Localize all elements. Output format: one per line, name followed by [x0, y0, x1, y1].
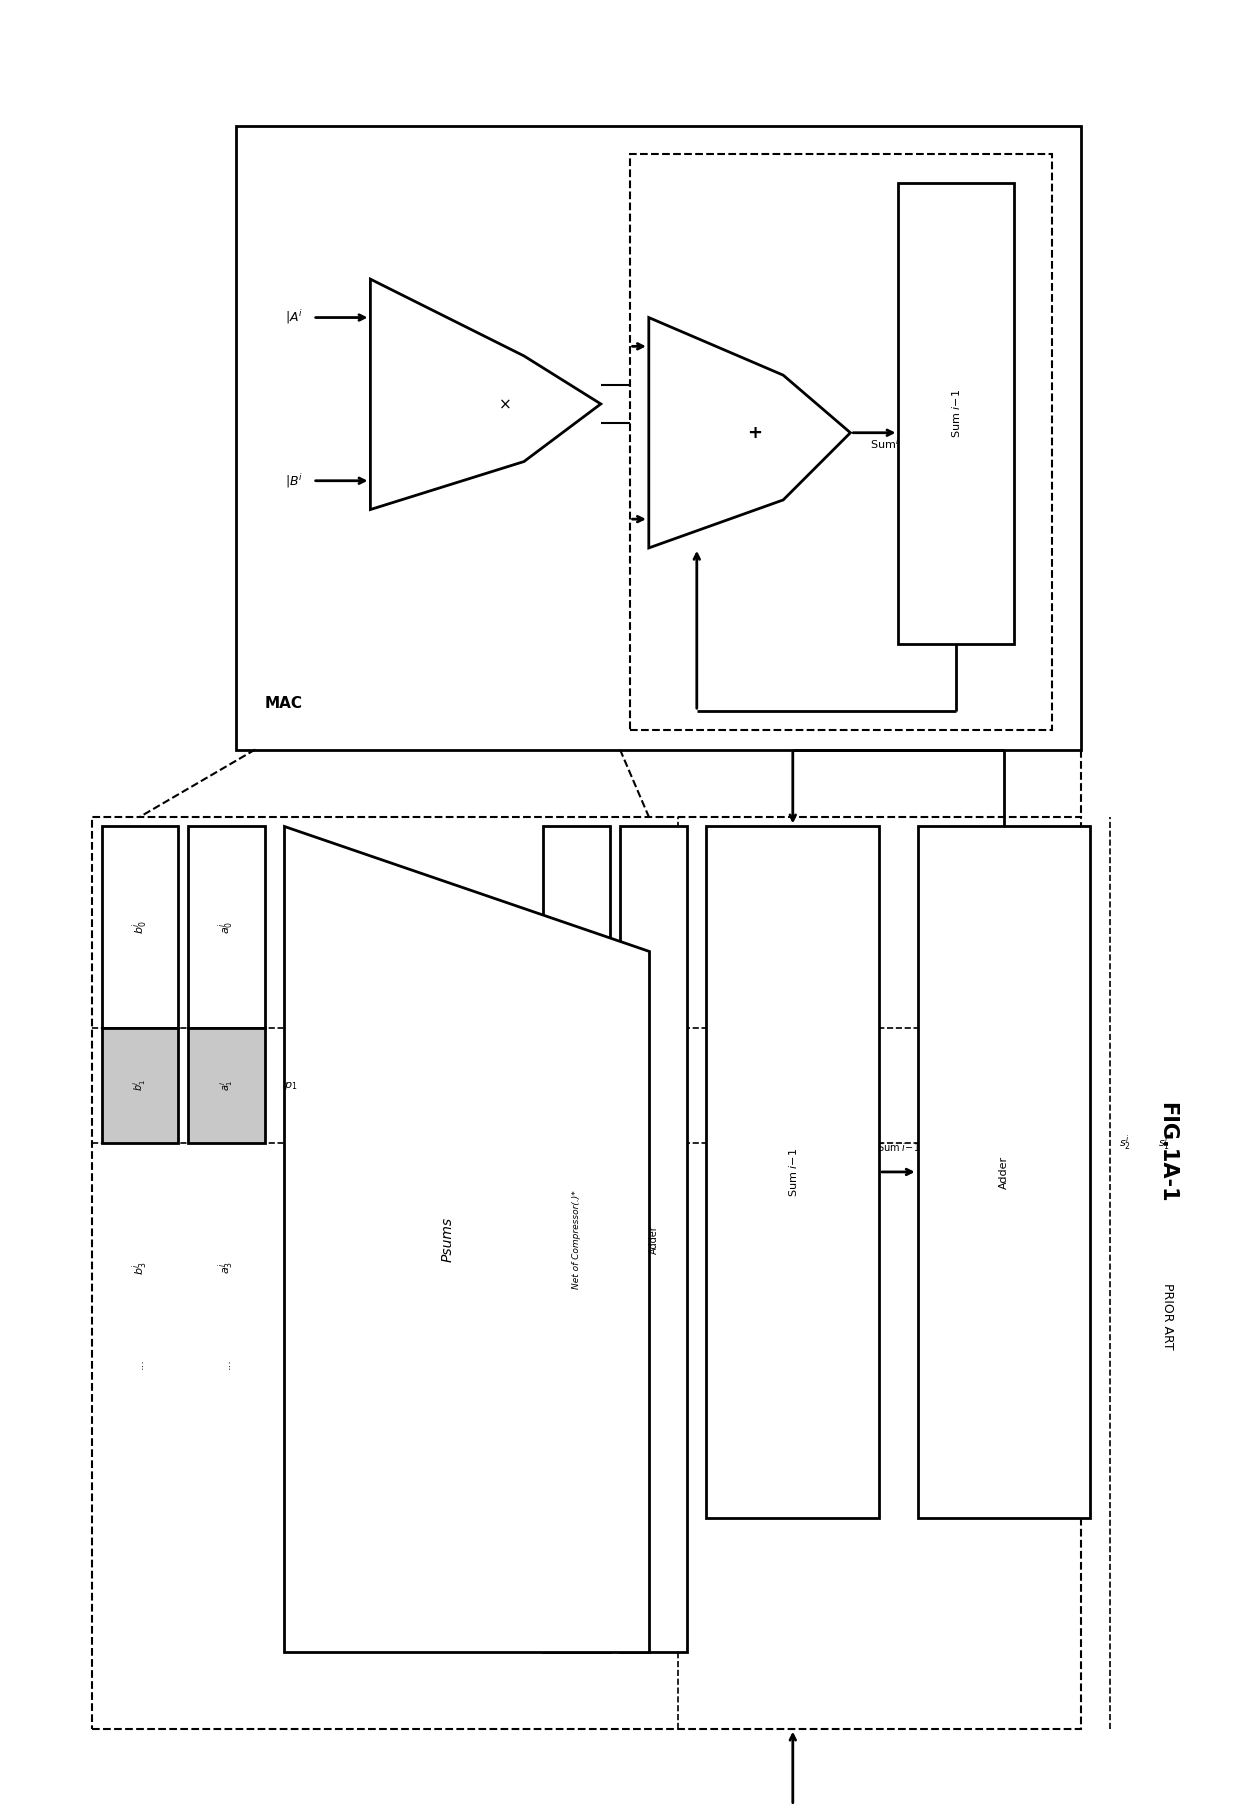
Text: $|B^i$: $|B^i$ — [285, 473, 304, 490]
Bar — [899, 183, 1013, 644]
Bar — [707, 827, 879, 1517]
Text: $p_1$: $p_1$ — [284, 1079, 298, 1091]
Text: $s_2^i$: $s_2^i$ — [1120, 1133, 1131, 1153]
Bar — [543, 827, 610, 1652]
Bar — [620, 827, 687, 1652]
Text: ...: ... — [222, 1358, 232, 1369]
Bar — [102, 1028, 179, 1144]
Text: $b_3^i$: $b_3^i$ — [130, 1262, 150, 1275]
Text: $a_3^i$: $a_3^i$ — [217, 1262, 236, 1275]
Text: $b_1^i$: $b_1^i$ — [131, 1079, 149, 1091]
Polygon shape — [371, 279, 601, 509]
Bar — [92, 816, 1081, 1730]
Text: Psums: Psums — [440, 1217, 454, 1262]
Text: MAC: MAC — [265, 696, 303, 711]
Text: $\times$: $\times$ — [498, 397, 511, 412]
Text: Sum $i\!-\!1$: Sum $i\!-\!1$ — [950, 388, 962, 439]
Text: $a_0^i$: $a_0^i$ — [217, 921, 236, 934]
Polygon shape — [649, 317, 851, 548]
Bar — [188, 827, 265, 1028]
Bar — [918, 827, 1090, 1517]
Text: Sum $i\!-\!1$: Sum $i\!-\!1$ — [787, 1148, 799, 1197]
Polygon shape — [284, 827, 649, 1652]
Text: FIG.1A-1: FIG.1A-1 — [1157, 1102, 1177, 1204]
Text: Adder: Adder — [649, 1226, 658, 1253]
Bar — [188, 1028, 265, 1144]
Bar — [236, 125, 1081, 749]
Text: $a_1^i$: $a_1^i$ — [218, 1081, 234, 1091]
Bar — [102, 827, 179, 1028]
Text: $b_0^i$: $b_0^i$ — [130, 921, 150, 934]
Text: $s_1^i$: $s_1^i$ — [1158, 1133, 1169, 1153]
Text: Adder: Adder — [999, 1155, 1009, 1189]
Bar — [630, 154, 1052, 731]
Text: PRIOR ART: PRIOR ART — [1161, 1282, 1174, 1349]
Text: Sum $i\!-\!1$: Sum $i\!-\!1$ — [877, 1140, 920, 1153]
Text: ...: ... — [135, 1358, 145, 1369]
Text: Net of Compressor(.)*: Net of Compressor(.)* — [573, 1189, 582, 1289]
Text: $|A^i$: $|A^i$ — [285, 308, 304, 326]
Text: +: + — [746, 424, 761, 442]
Text: Sum$^i$: Sum$^i$ — [869, 435, 899, 451]
